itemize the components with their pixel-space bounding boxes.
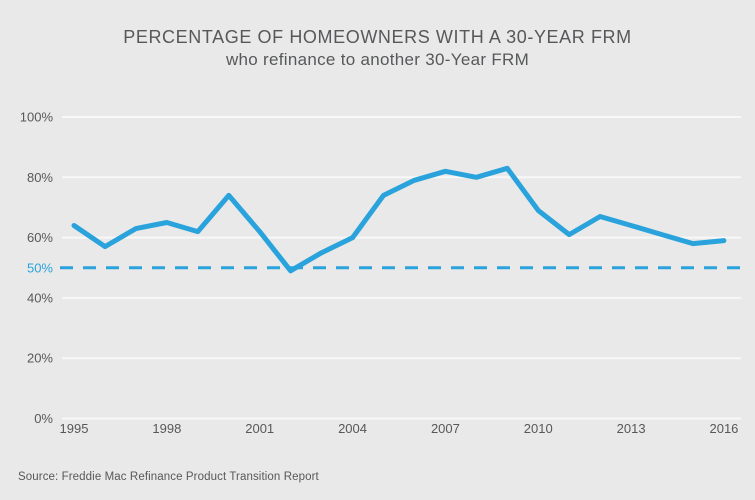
- chart-title: PERCENTAGE OF HOMEOWNERS WITH A 30-YEAR …: [123, 27, 632, 47]
- x-tick-label: 2010: [524, 421, 553, 436]
- y-tick-label: 0%: [34, 411, 53, 426]
- x-tick-label: 2013: [617, 421, 646, 436]
- x-tick-label: 2007: [431, 421, 460, 436]
- x-tick-label: 2016: [709, 421, 738, 436]
- x-tick-label: 1998: [152, 421, 181, 436]
- data-line-series: [71, 165, 727, 274]
- threshold-label: 50%: [27, 260, 53, 275]
- x-tick-label: 2004: [338, 421, 367, 436]
- y-tick-label: 40%: [27, 290, 53, 305]
- y-tick-label: 20%: [27, 351, 53, 366]
- y-tick-label: 100%: [20, 110, 54, 125]
- y-tick-label: 60%: [27, 230, 53, 245]
- x-tick-label: 2001: [245, 421, 274, 436]
- chart-subtitle: who refinance to another 30-Year FRM: [225, 49, 530, 69]
- chart-header: PERCENTAGE OF HOMEOWNERS WITH A 30-YEAR …: [0, 26, 755, 71]
- y-tick-label: 80%: [27, 170, 53, 185]
- source-note: Source: Freddie Mac Refinance Product Tr…: [18, 471, 319, 483]
- x-tick-label: 1995: [60, 421, 89, 436]
